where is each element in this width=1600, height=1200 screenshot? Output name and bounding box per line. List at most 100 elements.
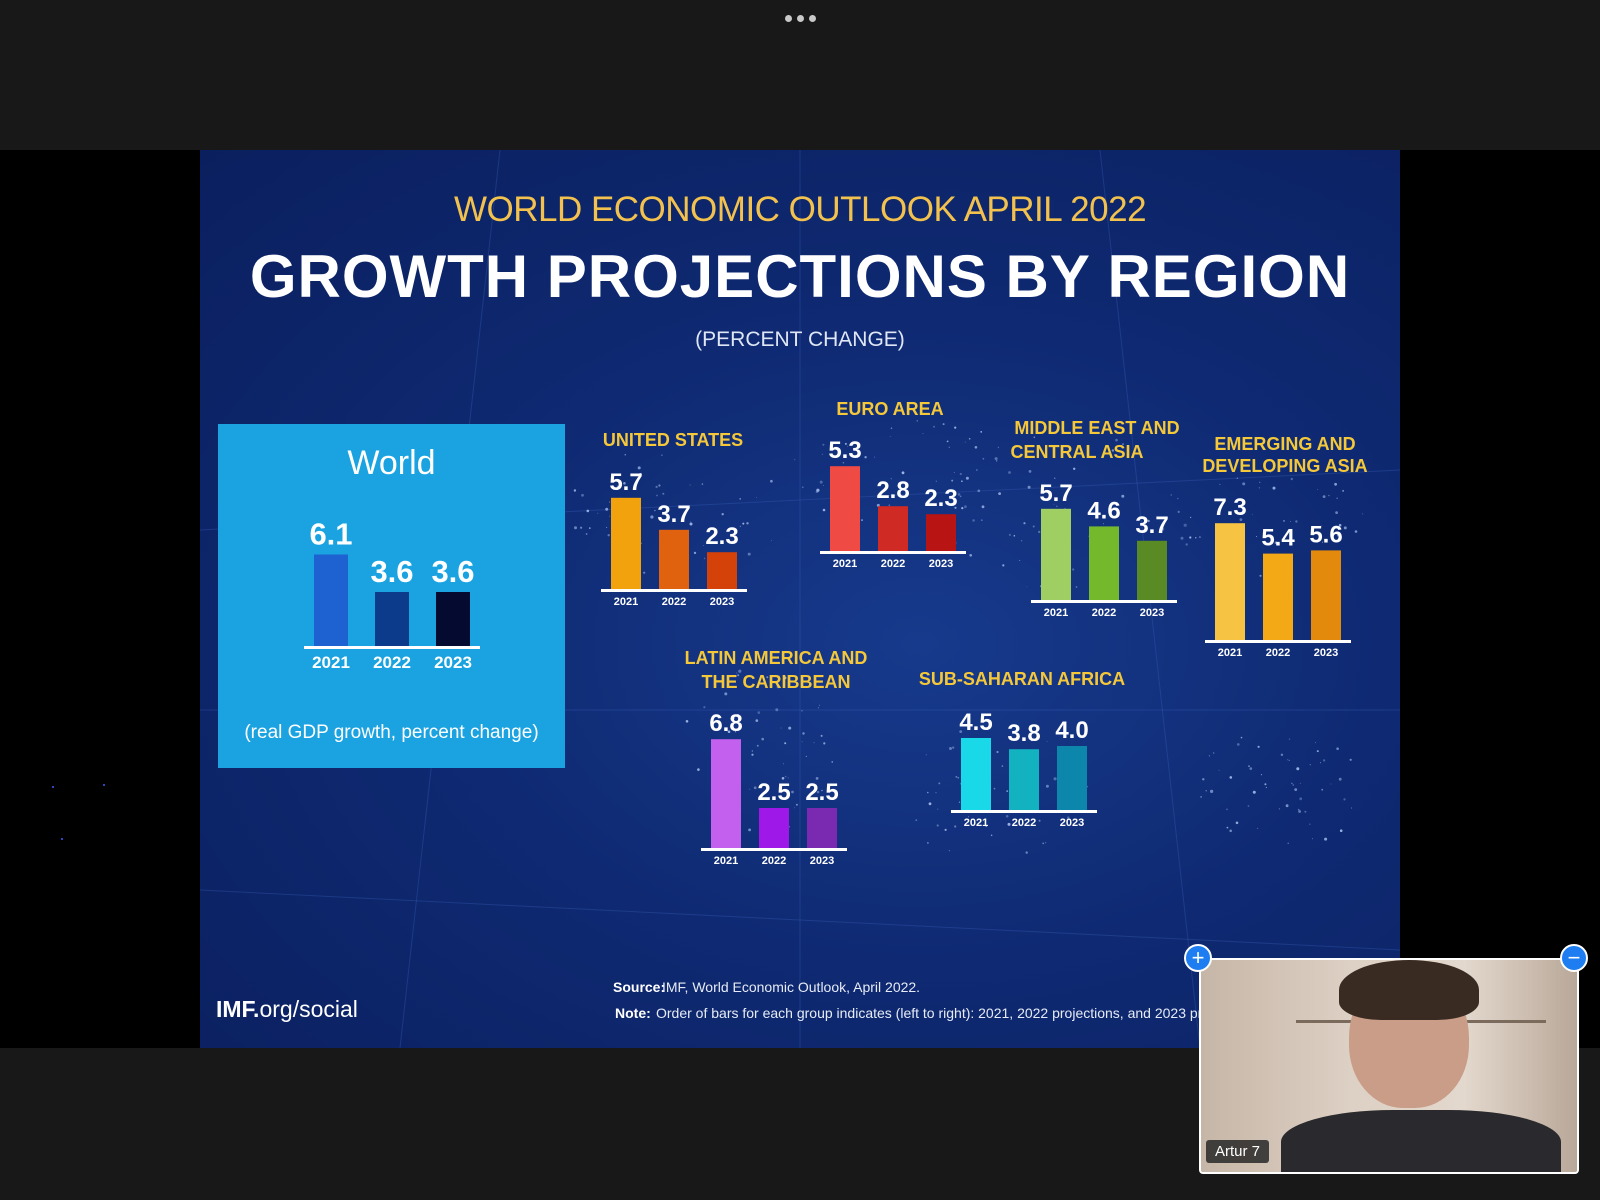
map-dot: [972, 519, 975, 522]
map-dot: [959, 495, 962, 498]
bar-value-label: 2.5: [805, 779, 838, 806]
map-dot: [685, 720, 689, 723]
map-dot: [607, 534, 610, 537]
year-tick-label: 2021: [1044, 607, 1068, 619]
map-dot: [1336, 534, 1340, 537]
map-dot: [1362, 513, 1364, 515]
map-dot: [1092, 504, 1096, 508]
world-chart: 6.1 2021 3.6 2022 3.6 2023: [304, 517, 480, 672]
map-dot: [864, 456, 867, 459]
note-label: Note:: [615, 1005, 651, 1021]
zoom-out-button[interactable]: −: [1560, 944, 1588, 972]
chart-2: 5.3 2021 2.8 2022 2.3 2023 EURO AREA: [820, 399, 966, 570]
map-dot: [1219, 483, 1221, 485]
map-dot: [734, 731, 737, 733]
map-dot: [957, 776, 960, 779]
year-tick-label: 2023: [810, 855, 834, 867]
year-tick-label: 2021: [1218, 647, 1242, 659]
map-dot: [1351, 807, 1353, 809]
map-dot: [1265, 786, 1267, 789]
map-dot: [755, 719, 759, 722]
map-dot: [1292, 784, 1295, 786]
map-dot: [1349, 758, 1352, 761]
map-dot: [1005, 815, 1009, 818]
map-dot: [890, 427, 893, 429]
map-dot: [1210, 789, 1214, 794]
chart-bar: [1057, 746, 1087, 810]
map-dot: [901, 471, 905, 475]
map-dot: [1298, 810, 1301, 813]
chart-bar: [961, 738, 991, 810]
chart-4: 7.3 2021 5.4 2022 5.6 2023 EMERGING ANDDEVELOP…: [1202, 434, 1367, 659]
map-dot: [781, 777, 785, 780]
region-title: SUB-SAHARAN AFRICA: [919, 669, 1125, 689]
participant-hair: [1339, 960, 1479, 1020]
map-dot: [1235, 821, 1239, 825]
year-tick-label: 2023: [1140, 607, 1164, 619]
year-tick-label: 2022: [373, 653, 411, 672]
chart-axis: [820, 551, 966, 554]
map-dot: [844, 442, 847, 445]
more-dot-icon: [796, 14, 804, 22]
region-title: CENTRAL ASIA: [1010, 442, 1143, 462]
map-dot: [1177, 510, 1180, 513]
note-text: Order of bars for each group indicates (…: [656, 1005, 1236, 1021]
map-dot: [1013, 535, 1016, 537]
map-dot: [980, 431, 983, 433]
map-dot: [1242, 508, 1245, 510]
map-dot: [1023, 522, 1026, 525]
participant-video-tile[interactable]: Artur 7: [1199, 958, 1579, 1174]
chart-bar: [807, 808, 837, 848]
map-dot: [1008, 533, 1012, 536]
map-dot: [958, 801, 961, 803]
map-dot: [1027, 485, 1031, 489]
map-dot: [1189, 536, 1192, 539]
map-dot: [1002, 564, 1005, 567]
map-dot: [787, 777, 789, 779]
map-dot: [1336, 747, 1339, 750]
map-dot: [935, 792, 937, 794]
zoom-in-button[interactable]: +: [1184, 944, 1212, 972]
map-dot: [951, 479, 954, 482]
map-dot: [1328, 494, 1330, 497]
map-dot: [915, 819, 918, 821]
map-dot: [1316, 750, 1319, 753]
map-dot: [959, 730, 963, 733]
map-dot: [801, 486, 804, 489]
more-options-button[interactable]: [775, 10, 825, 26]
map-dot: [689, 521, 691, 523]
map-dot: [703, 557, 706, 560]
more-dot-icon: [784, 14, 792, 22]
map-dot: [1322, 495, 1326, 498]
map-dot: [1213, 752, 1215, 754]
year-tick-label: 2023: [710, 596, 734, 608]
map-dot: [1045, 784, 1049, 788]
map-dot: [794, 807, 796, 809]
world-panel: 6.1 2021 3.6 2022 3.6 2023 World (real GDP gr…: [218, 424, 565, 768]
map-dot: [703, 545, 704, 546]
map-dot: [1240, 736, 1243, 739]
year-tick-label: 2021: [833, 558, 857, 570]
map-dot: [1239, 518, 1243, 521]
chart-bar: [314, 554, 348, 646]
chart-bar: [1215, 523, 1245, 640]
map-dot: [1072, 568, 1075, 571]
map-dot: [936, 824, 939, 827]
map-dot: [1256, 536, 1258, 538]
map-dot: [623, 482, 626, 485]
unit-note: (PERCENT CHANGE): [695, 328, 905, 351]
chart-5: 6.8 2021 2.5 2022 2.5 2023 LATIN AMERICA AND TH…: [685, 648, 868, 867]
map-dot: [876, 503, 880, 507]
chart-axis: [701, 848, 847, 851]
map-dot: [1122, 443, 1124, 445]
year-tick-label: 2021: [714, 855, 738, 867]
map-dot: [968, 816, 969, 818]
chart-bar: [759, 808, 789, 848]
map-dot: [928, 802, 932, 806]
map-dot: [742, 522, 745, 525]
map-dot: [1053, 777, 1057, 781]
map-dot: [1283, 519, 1285, 522]
map-dot: [821, 453, 823, 455]
map-dot: [739, 525, 742, 528]
